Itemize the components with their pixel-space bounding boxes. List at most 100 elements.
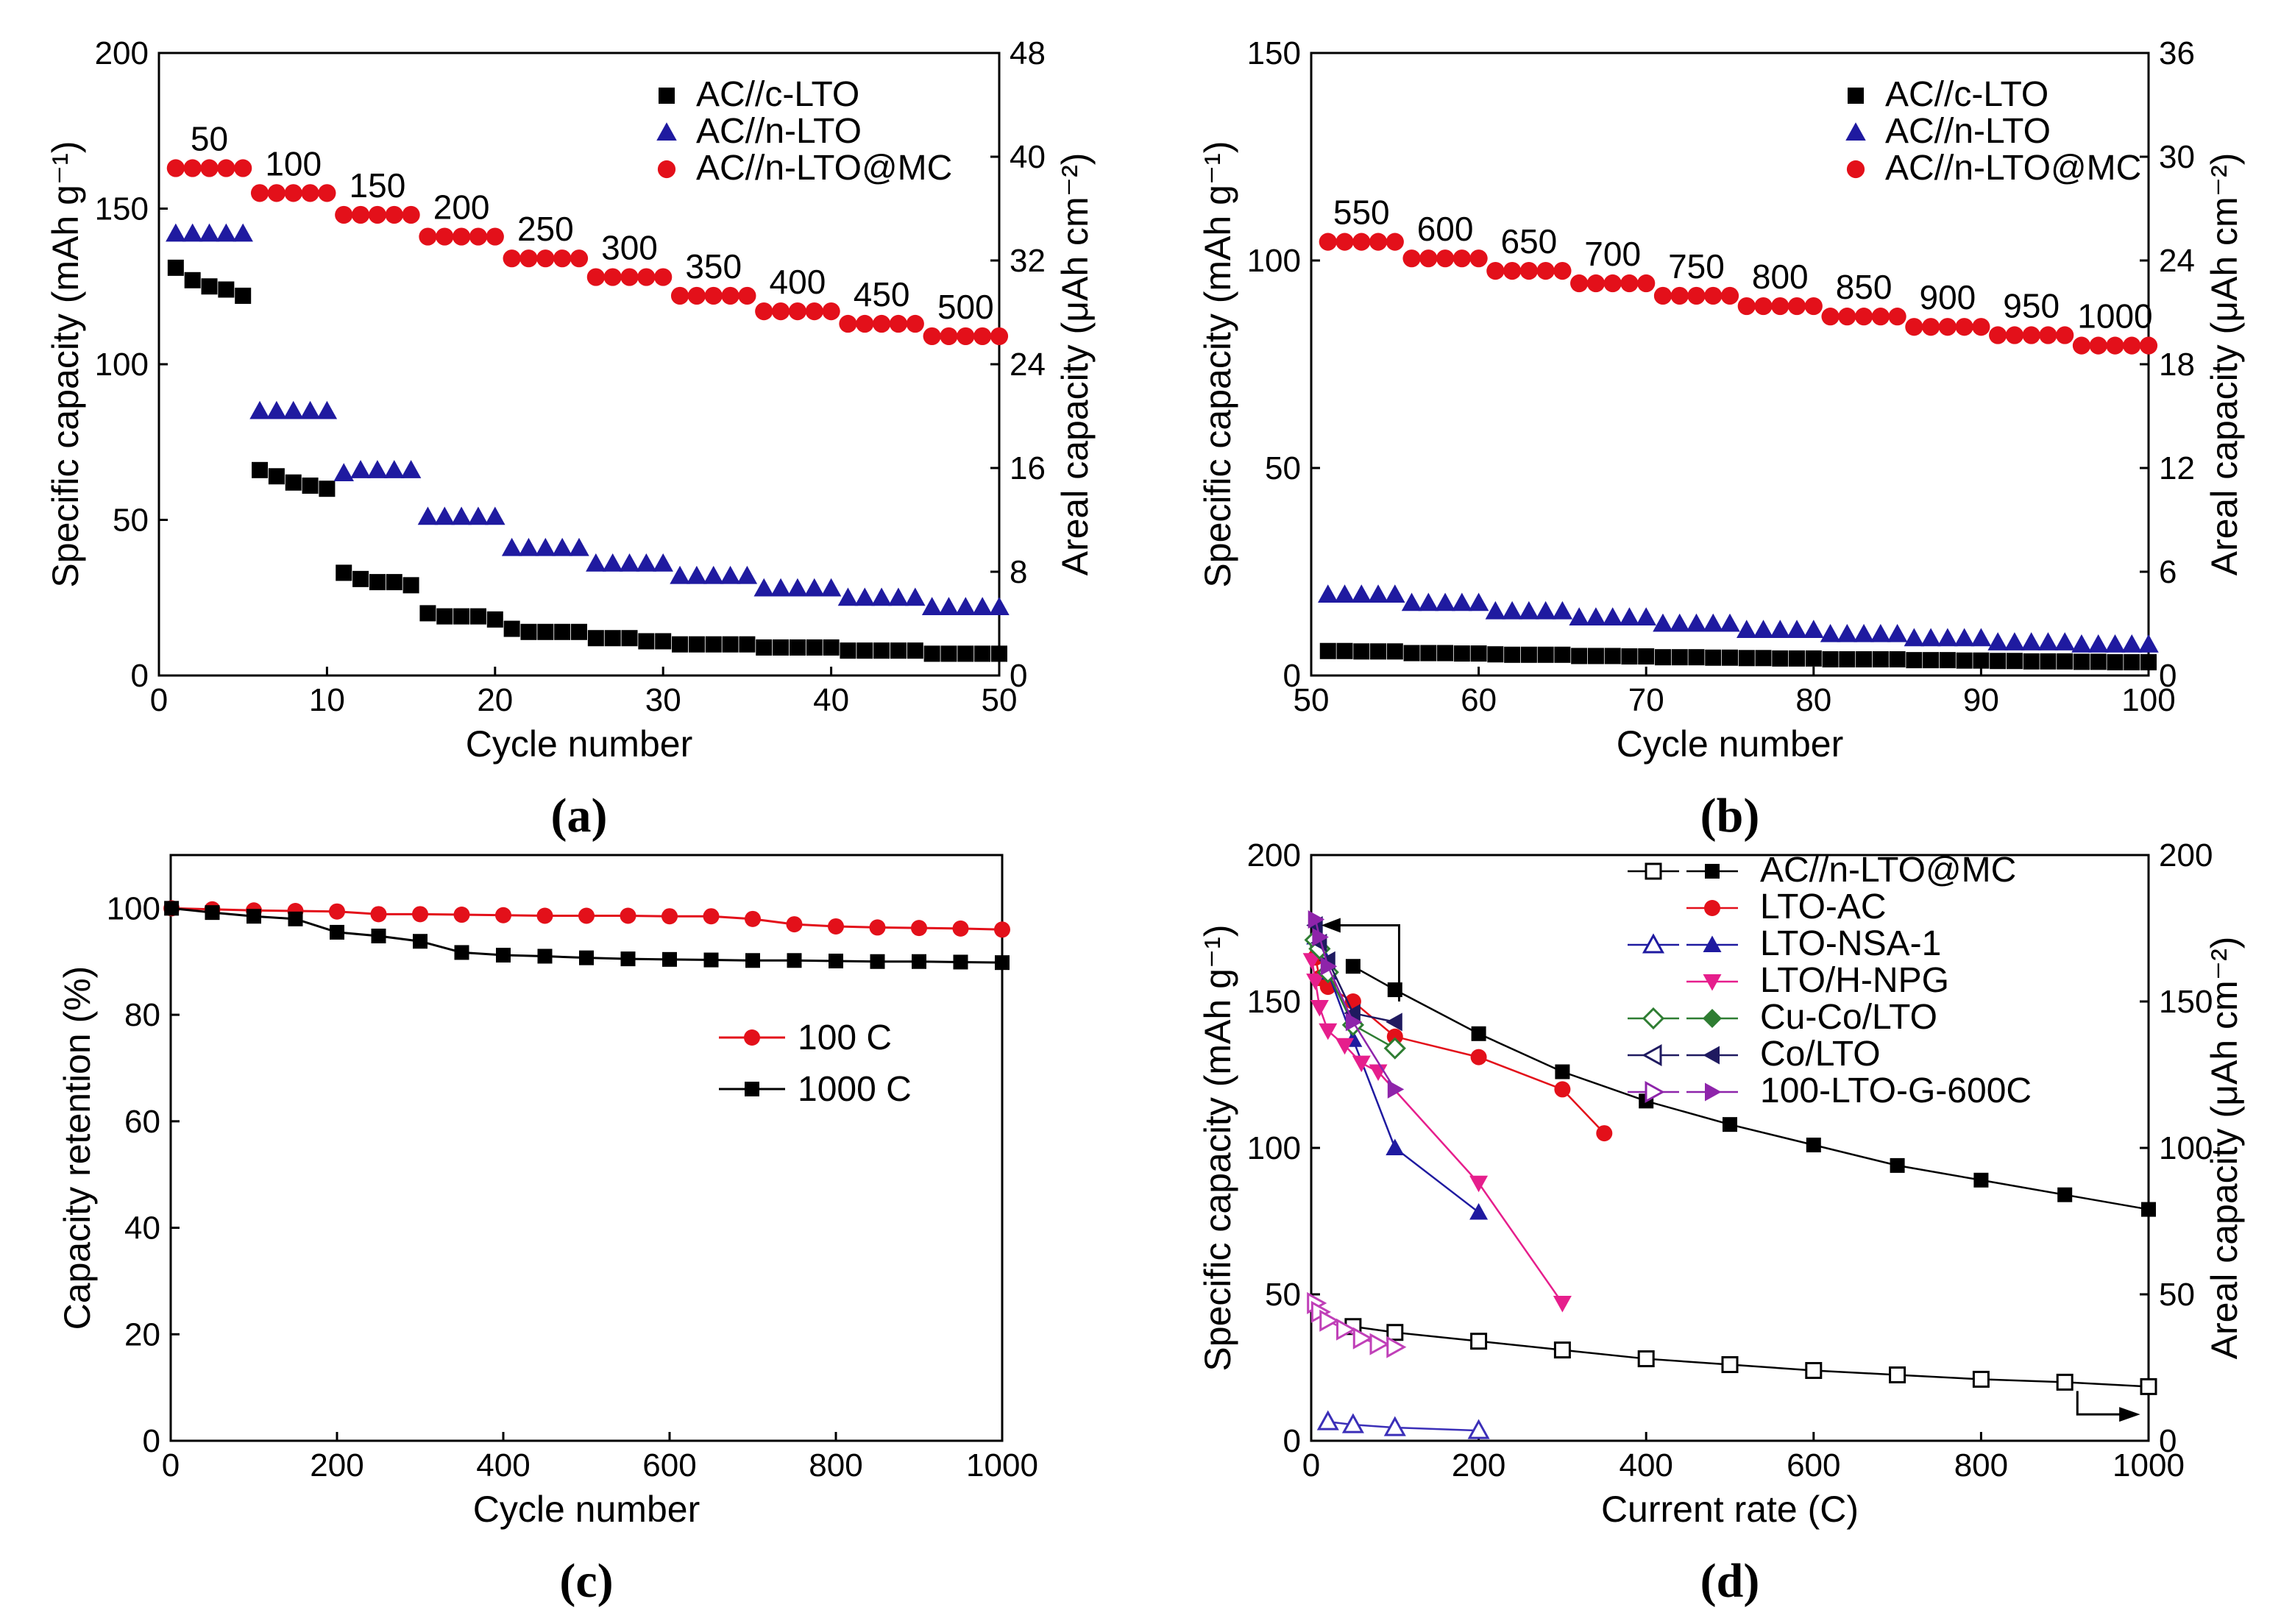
legend-marker <box>1642 1043 1662 1067</box>
data-point <box>1771 297 1789 316</box>
data-point <box>587 630 604 647</box>
data-point <box>923 327 941 346</box>
data-point <box>745 953 760 968</box>
data-point <box>829 954 843 969</box>
plot-frame <box>169 854 1004 1442</box>
data-point <box>994 921 1010 938</box>
data-point <box>672 636 689 653</box>
data-point <box>703 908 720 925</box>
data-point <box>1535 600 1556 620</box>
data-point <box>2089 336 2107 355</box>
y-tick-label: 20 <box>124 1316 160 1352</box>
data-point <box>1637 274 1656 293</box>
data-point <box>1586 274 1606 293</box>
data-point <box>495 907 511 923</box>
data-point <box>1671 649 1688 666</box>
data-point <box>1368 584 1388 603</box>
data-point <box>1452 592 1472 611</box>
data-point <box>1369 1333 1390 1355</box>
data-point <box>905 587 926 606</box>
data-point <box>283 400 304 419</box>
y2-tick-label: 36 <box>2159 35 2195 71</box>
data-point <box>2005 326 2024 344</box>
data-point <box>451 506 472 525</box>
data-point <box>216 223 237 242</box>
data-point <box>1437 645 1454 662</box>
data-point <box>1387 1079 1405 1099</box>
data-point <box>1468 592 1489 611</box>
data-point <box>318 184 336 202</box>
data-point <box>1822 651 1839 668</box>
y-axis-title: Specific capacity (mAh g⁻¹) <box>1197 924 1238 1371</box>
data-point <box>1720 286 1739 305</box>
legend-marker <box>1642 933 1665 954</box>
data-point <box>636 553 657 572</box>
data-point <box>218 281 235 298</box>
data-point <box>234 159 252 177</box>
data-point <box>554 623 571 640</box>
rate-label: 850 <box>1836 268 1892 306</box>
data-point <box>1503 262 1522 280</box>
data-point <box>1938 318 1957 336</box>
data-point <box>520 623 537 640</box>
data-point <box>1306 974 1325 990</box>
data-point <box>536 907 553 924</box>
x-axis-title: Cycle number <box>473 1489 700 1530</box>
data-point <box>1619 607 1640 626</box>
data-point <box>1870 623 1891 642</box>
data-point <box>756 639 773 656</box>
x-tick-label: 90 <box>1963 682 1999 718</box>
data-point <box>2057 1187 2073 1202</box>
data-point <box>1569 607 1589 626</box>
data-point <box>1989 326 2007 344</box>
data-point <box>285 474 302 491</box>
data-point <box>2121 634 2142 653</box>
data-point <box>570 249 589 268</box>
data-point <box>940 645 957 662</box>
series-LTO/H-NPG <box>1302 953 1572 1313</box>
data-point <box>1653 286 1672 305</box>
data-point <box>923 645 940 662</box>
data-point <box>806 639 823 656</box>
data-point <box>1804 297 1823 316</box>
data-point <box>1519 262 1538 280</box>
data-point <box>266 400 287 419</box>
y-tick-label: 50 <box>1265 1277 1301 1313</box>
data-point <box>1670 286 1689 305</box>
data-point <box>233 223 253 242</box>
data-point <box>167 259 184 276</box>
data-point <box>1319 1309 1340 1332</box>
legend-marker <box>745 1082 759 1096</box>
data-point <box>1352 233 1371 251</box>
x-tick-label: 80 <box>1795 682 1831 718</box>
data-point <box>1954 628 1975 647</box>
data-point <box>537 948 553 964</box>
data-point <box>200 159 219 177</box>
y-tick-label: 100 <box>95 347 149 383</box>
data-point <box>434 506 455 525</box>
data-point <box>661 908 678 925</box>
data-point <box>1469 1203 1489 1220</box>
data-point <box>620 907 636 924</box>
data-point <box>268 468 285 485</box>
data-point <box>1806 1138 1821 1153</box>
panel-label: (a) <box>551 789 608 843</box>
data-point <box>1310 999 1329 1017</box>
data-point <box>436 227 454 246</box>
x-tick-label: 400 <box>476 1447 530 1483</box>
panel-label: (c) <box>559 1554 613 1608</box>
data-point <box>199 223 220 242</box>
data-point <box>2123 336 2141 355</box>
legend-marker <box>1645 862 1662 880</box>
data-point <box>1637 1350 1655 1368</box>
legend-marker <box>1642 1007 1665 1030</box>
panel-d: 0 200 400 600 800 100005010015020005010015020… <box>1197 837 2245 1608</box>
data-point <box>1755 650 1772 667</box>
y-tick-label: 50 <box>1265 450 1301 486</box>
data-point <box>1889 651 1906 668</box>
y-tick-label: 80 <box>124 997 160 1033</box>
data-point <box>535 537 556 556</box>
data-point <box>402 577 419 594</box>
legend-marker <box>1703 1009 1722 1028</box>
data-point <box>1386 1028 1403 1045</box>
